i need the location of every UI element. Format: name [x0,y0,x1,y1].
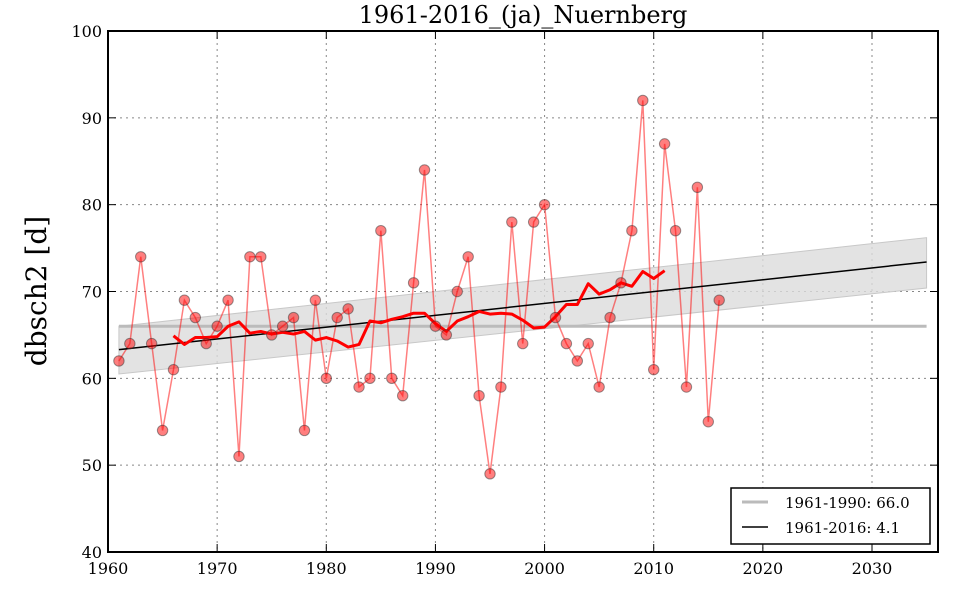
data-point [266,329,278,341]
data-point [298,424,311,437]
data-point [517,337,529,350]
x-tick-label: 1980 [306,559,347,578]
data-point [386,372,398,385]
data-point [571,355,584,367]
x-tick-label: 1970 [197,559,238,578]
data-point [331,311,343,324]
axis-ticks: 1960 1970 1980 1990 2000 2010 2020 2030 40 50 60 70… [71,22,938,578]
data-point [680,381,693,393]
x-tick-label: 1960 [88,559,129,578]
data-point [713,294,725,306]
data-point [429,320,442,332]
y-tick-label: 100 [71,22,102,41]
y-tick-label: 90 [82,109,102,128]
y-tick-label: 80 [82,196,102,215]
y-tick-label: 60 [82,369,102,388]
data-point [691,181,704,194]
legend-label-trend: 1961-2016: 4.1 [785,519,900,537]
data-point [255,251,267,263]
data-point [353,381,365,393]
data-point [582,337,594,350]
data-point [244,251,256,263]
data-point [222,294,234,306]
data-point [615,277,627,289]
legend-label-reference: 1961-1990: 66.0 [785,494,910,512]
data-point [309,294,322,306]
data-point [702,416,714,428]
data-point [658,138,671,150]
data-point [276,320,289,332]
data-point [375,225,387,237]
data-point [156,424,169,437]
x-tick-label: 2030 [852,559,893,578]
data-point [495,381,507,393]
y-tick-label: 50 [82,456,102,475]
trend-line [118,261,927,351]
legend: 1961-1990: 66.0 1961-2016: 4.1 [730,487,931,545]
data-point [287,311,300,324]
data-point [560,337,573,350]
y-tick-label: 70 [82,283,102,302]
data-point [418,164,431,176]
data-point [178,294,191,306]
data-point [604,311,616,324]
x-tick-label: 2010 [633,559,674,578]
data-point [342,303,354,315]
x-tick-label: 2020 [742,559,783,578]
y-axis-label: dbsch2 [d] [20,216,53,366]
data-point [200,337,212,350]
data-point [462,251,474,263]
data-point [124,337,136,350]
data-point [113,355,125,367]
x-tick-label: 1990 [415,559,456,578]
data-point [135,251,147,263]
data-point [506,216,518,228]
points-layer [113,94,725,480]
legend-box [730,487,931,545]
data-point [167,363,180,376]
x-tick-label: 2000 [524,559,565,578]
y-tick-label: 40 [82,543,102,562]
data-point [440,329,453,341]
data-point [364,372,376,385]
data-point [473,390,485,402]
data-point [189,311,202,324]
data-point [549,311,562,324]
data-point [407,277,420,289]
data-point [145,337,158,350]
data-point [233,450,245,463]
data-point [669,225,682,237]
data-point [451,285,463,298]
data-point [484,468,496,480]
data-point [538,198,551,211]
data-point [626,225,638,237]
data-point [320,372,332,385]
data-point [637,94,649,107]
data-point [527,216,540,228]
data-point [593,381,605,393]
data-point [211,320,223,332]
moving-average-line [172,269,666,349]
data-point [648,363,660,376]
data-point [396,390,409,402]
chart-title: 1961-2016_(ja)_Nuernberg [359,1,688,29]
lines-layer [118,100,927,474]
